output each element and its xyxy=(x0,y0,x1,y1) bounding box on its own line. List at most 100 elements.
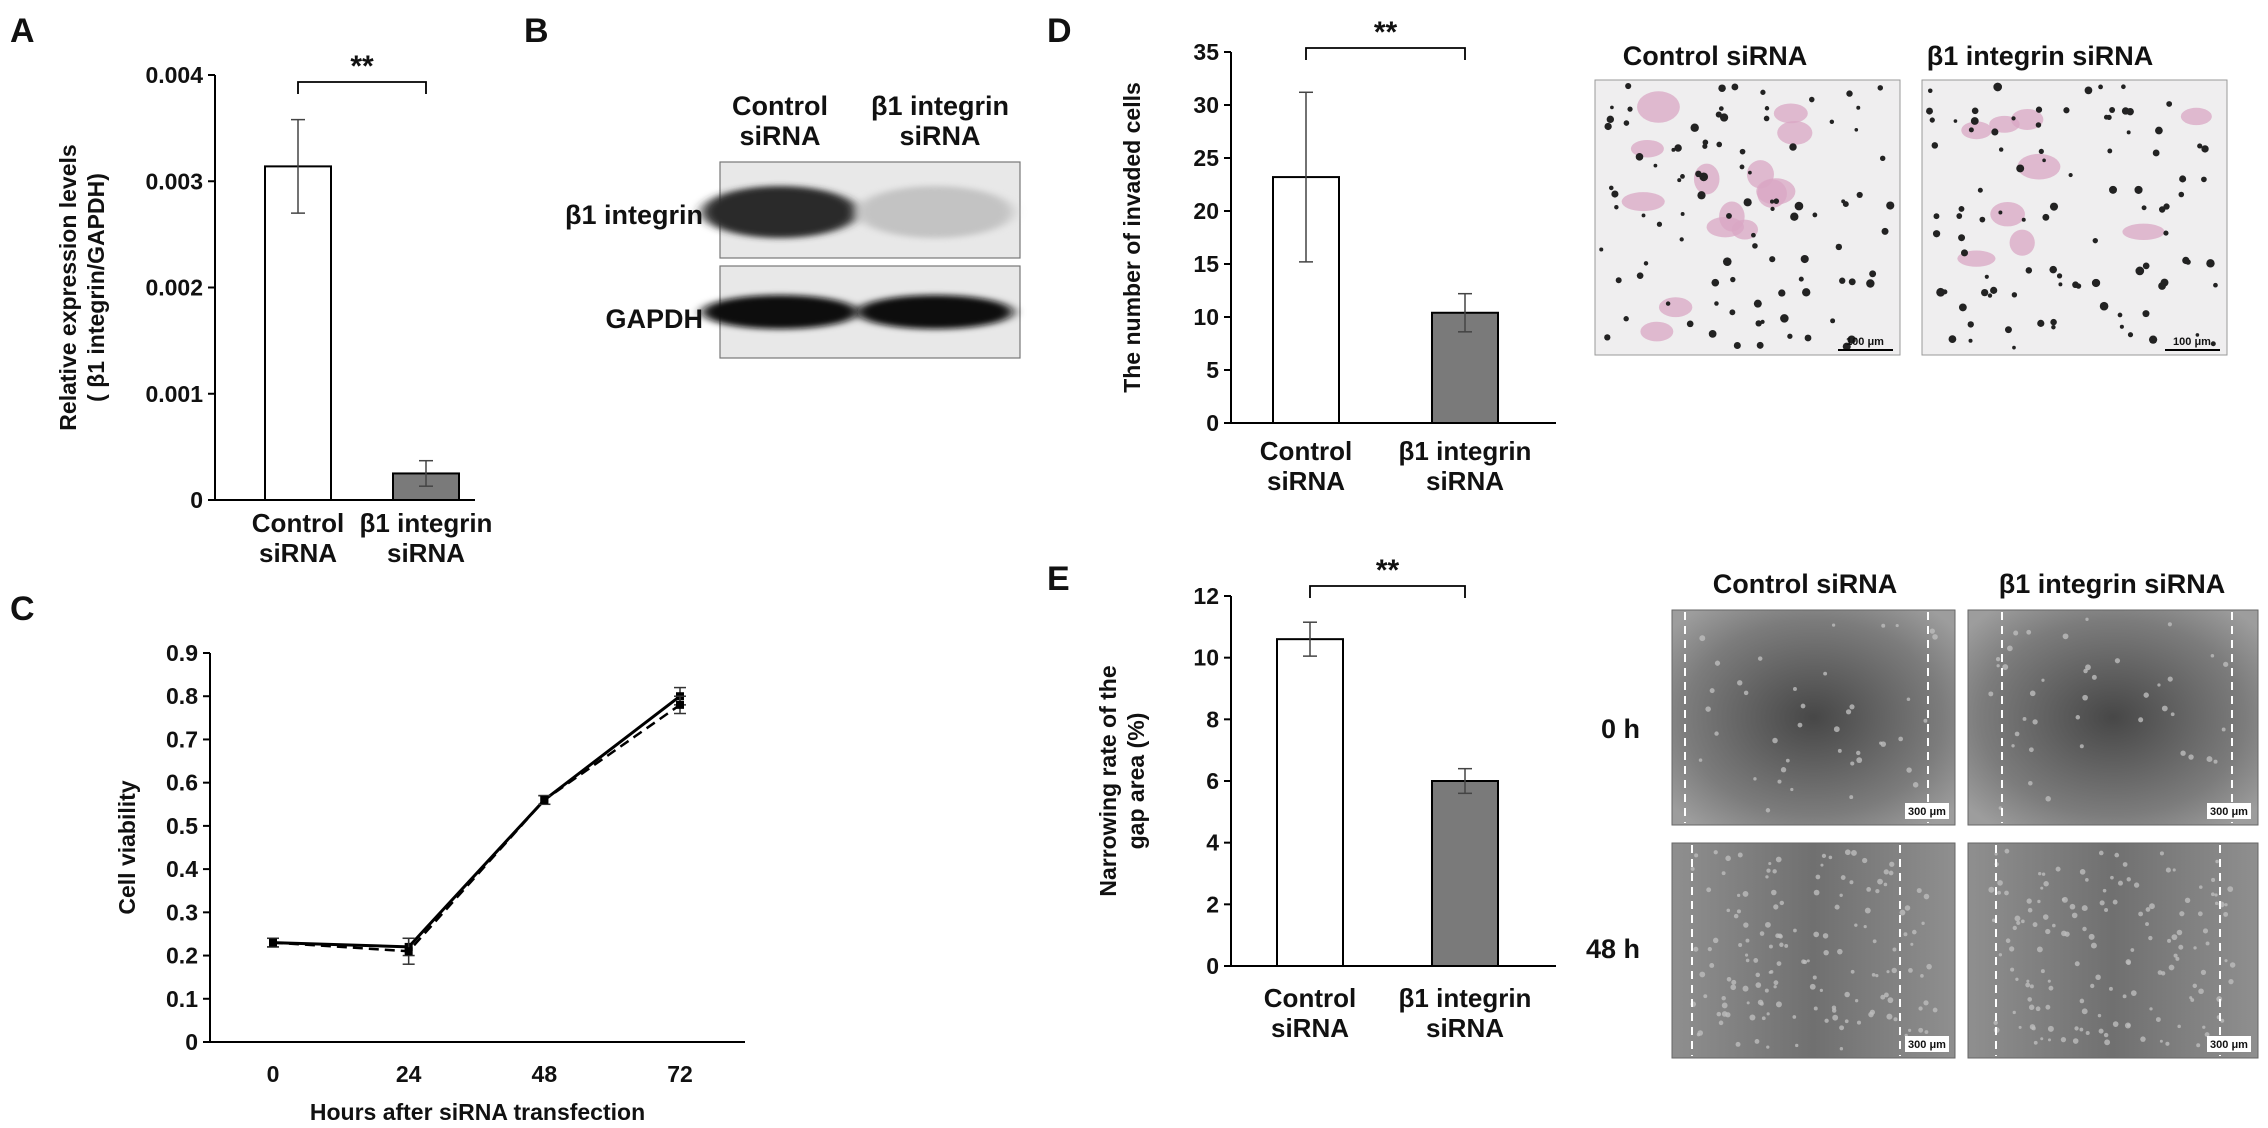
membrane-pore xyxy=(2016,164,2025,173)
cell-speck xyxy=(2014,915,2021,922)
cell-speck xyxy=(1709,688,1715,694)
membrane-pore xyxy=(1714,301,1719,306)
y-tick-label: 30 xyxy=(1193,92,1219,118)
membrane-pore xyxy=(1798,276,1804,282)
membrane-pore xyxy=(2051,324,2056,330)
cell-speck xyxy=(2178,944,2184,950)
y-tick-label: 0.001 xyxy=(145,381,203,407)
cell-speck xyxy=(1754,1039,1760,1044)
cell-speck xyxy=(1745,938,1750,943)
membrane-pore xyxy=(1998,147,2004,152)
cell-speck xyxy=(1703,994,1708,999)
cell-speck xyxy=(2035,1006,2041,1012)
cell-speck xyxy=(2027,907,2033,913)
cell-speck xyxy=(1792,1015,1797,1019)
cell-speck xyxy=(1813,931,1820,938)
cell-speck xyxy=(1912,782,1919,788)
membrane-pore xyxy=(1608,185,1614,191)
cell-speck xyxy=(2148,935,2153,941)
cell-speck xyxy=(2213,759,2218,764)
membrane-pore xyxy=(1770,206,1775,212)
cell-speck xyxy=(2004,890,2009,896)
cell-speck xyxy=(1766,868,1771,873)
membrane-pore xyxy=(1841,199,1846,204)
cell-speck xyxy=(1737,893,1741,898)
panel-label-c: C xyxy=(10,590,35,628)
membrane-pore xyxy=(1960,249,1968,257)
cell-speck xyxy=(2197,911,2203,917)
membrane-pore xyxy=(2056,273,2063,279)
y-tick-label: 0 xyxy=(1206,410,1219,436)
membrane-pore xyxy=(2084,86,2093,95)
cell-speck xyxy=(1839,1046,1844,1051)
cell-speck xyxy=(1746,1001,1750,1005)
y-tick-label: 10 xyxy=(1193,645,1219,671)
cell-speck xyxy=(1709,963,1715,968)
membrane-pore xyxy=(1856,105,1861,110)
membrane-pore xyxy=(1760,319,1765,324)
membrane-pore xyxy=(2142,310,2150,318)
western-blot: Control siRNA β1 integrin siRNA β1 integri… xyxy=(565,91,1021,359)
cell-speck xyxy=(1757,656,1763,661)
cell-speck xyxy=(1921,921,1925,925)
cell-speck xyxy=(2228,979,2234,985)
y-tick-label: 0.004 xyxy=(145,62,203,88)
cell-speck xyxy=(1886,970,1890,974)
scale-bar-label: 300 μm xyxy=(2210,1039,2248,1051)
membrane-pore xyxy=(1743,198,1752,207)
cell-speck xyxy=(1693,946,1699,952)
cell-speck xyxy=(1714,731,1719,736)
membrane-pore xyxy=(2210,341,2216,347)
significance-label: ** xyxy=(1374,16,1398,49)
membrane-pore xyxy=(2021,217,2026,222)
cell-speck xyxy=(1761,1016,1766,1021)
cell-speck xyxy=(2211,892,2215,897)
cell-speck xyxy=(1731,979,1737,985)
cell-speck xyxy=(1988,691,1994,697)
cell-speck xyxy=(2223,661,2229,667)
y-tick-label: 0.3 xyxy=(166,899,198,925)
membrane-pore xyxy=(1769,256,1776,263)
y-tick-label: 0.9 xyxy=(166,640,198,666)
significance-bracket xyxy=(1305,47,1466,60)
cell-speck xyxy=(2130,948,2135,952)
wound-healing-micrographs: Control siRNA β1 integrin siRNA 0 h 48 h… xyxy=(1586,569,2259,1059)
cell-speck xyxy=(2079,1027,2084,1032)
cell-speck xyxy=(2013,630,2019,636)
scale-bar-label: 100 μm xyxy=(2173,336,2211,348)
membrane-pore xyxy=(1856,191,1863,199)
cell-speck xyxy=(2032,719,2038,725)
y-axis-label: Narrowing rate of thegap area (%) xyxy=(1095,665,1149,896)
cell-speck xyxy=(2014,731,2020,737)
membrane-pore xyxy=(1802,288,1811,297)
membrane-pore xyxy=(2106,114,2112,121)
cell-speck xyxy=(2045,796,2051,802)
membrane-pore xyxy=(2107,148,2113,154)
cell-speck xyxy=(2145,922,2149,927)
cell-speck xyxy=(2047,1038,2051,1042)
cell-speck xyxy=(1868,1011,1874,1018)
cell-speck xyxy=(2138,911,2144,917)
membrane-pore xyxy=(1697,191,1706,200)
bar xyxy=(264,165,332,501)
cell-speck xyxy=(1718,1020,1724,1026)
y-tick-label: 2 xyxy=(1206,891,1219,917)
membrane-pore xyxy=(2182,256,2190,265)
cell-speck xyxy=(1776,961,1782,966)
membrane-pore xyxy=(2091,278,2101,288)
cell-speck xyxy=(1923,1000,1929,1006)
membrane-pore xyxy=(1641,213,1646,218)
stained-cell xyxy=(1658,297,1693,318)
cell-speck xyxy=(2047,979,2051,983)
membrane-pore xyxy=(1699,172,1709,182)
stained-cell xyxy=(1640,321,1674,342)
cell-speck xyxy=(2167,622,2172,627)
membrane-pore xyxy=(1933,213,1940,220)
cell-speck xyxy=(1743,922,1749,928)
cell-speck xyxy=(2170,712,2175,717)
cell-speck xyxy=(2052,923,2056,928)
cell-speck xyxy=(1995,656,2001,662)
blot-lane-header-2: β1 integrin siRNA xyxy=(871,91,1009,151)
y-tick-label: 5 xyxy=(1206,357,1219,383)
membrane-pore xyxy=(2158,206,2166,213)
